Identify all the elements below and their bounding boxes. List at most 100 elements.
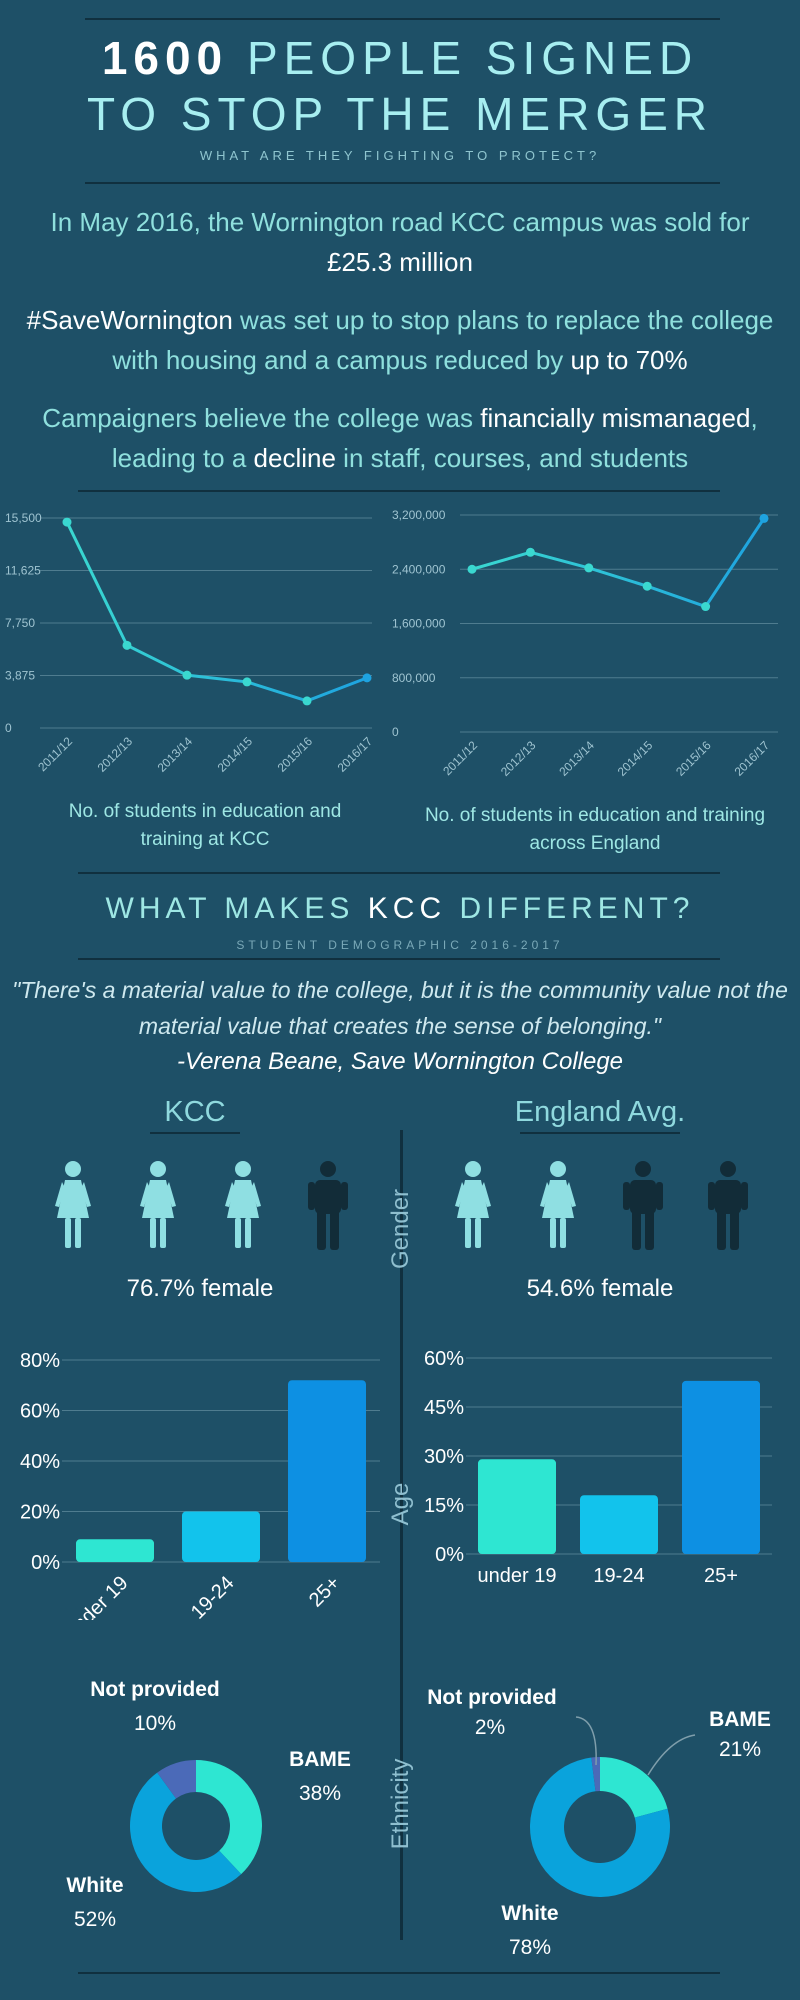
data-point	[242, 677, 252, 687]
y-tick-label: 1,600,000	[392, 617, 446, 631]
england-chart-caption: No. of students in education and trainin…	[424, 805, 766, 854]
title-line1: PEOPLE SIGNED	[246, 32, 699, 84]
x-tick-label: 2013/14	[556, 738, 597, 779]
y-tick-label: 30%	[424, 1446, 464, 1468]
y-tick-label: 80%	[20, 1350, 60, 1372]
section-heading: WHAT MAKES KCC DIFFERENT?	[0, 892, 800, 926]
mismanage-text-a: Campaigners believe the college was	[42, 403, 481, 433]
intro-bottom-rule	[78, 490, 720, 492]
x-tick-label: 2011/12	[35, 734, 75, 774]
column-header-kcc: KCC	[164, 1096, 226, 1128]
england-age-bar-chart: 60% 45% 30% 15% 0% under 19 19-24 25+	[424, 1348, 772, 1587]
x-tick-label: 2016/17	[732, 738, 773, 779]
title-line2: TO STOP THE MERGER	[86, 88, 714, 140]
charts-bottom-rule	[78, 872, 720, 874]
y-tick-label: 3,200,000	[392, 508, 446, 522]
top-rule	[85, 18, 720, 20]
data-point	[642, 581, 652, 591]
section-subheading: STUDENT DEMOGRAPHIC 2016-2017	[236, 938, 564, 952]
bar	[76, 1539, 154, 1562]
eng-donut-leader-lines	[575, 1716, 696, 1776]
kcc-pct-white: 52%	[73, 1908, 117, 1931]
intro-sale-amount: £25.3 million	[327, 247, 473, 277]
title-number: 1600	[101, 32, 229, 84]
mismanage-text-c: , leading to a	[111, 403, 758, 473]
x-tick-label: 2015/16	[673, 738, 714, 779]
decline-highlight: decline	[253, 443, 336, 473]
quote-text: "There's a material value to the college…	[12, 977, 788, 1039]
y-tick-label: 60%	[20, 1401, 60, 1423]
y-tick-label: 0%	[31, 1552, 60, 1574]
hashtag: #SaveWornington	[26, 305, 233, 335]
donut-slice	[591, 1757, 600, 1792]
y-tick-label: 7,750	[5, 616, 35, 630]
x-tick-label: 2011/12	[440, 738, 480, 778]
y-tick-label: 0	[392, 725, 399, 739]
section-heading-rule	[78, 958, 720, 960]
kcc-pct-bame: 38%	[298, 1782, 342, 1805]
page-title: 1600 PEOPLE SIGNED TO STOP THE MERGER	[0, 30, 800, 142]
eng-pct-white: 78%	[508, 1936, 552, 1959]
x-tick-label: 2016/17	[335, 734, 376, 775]
series-line	[471, 517, 766, 609]
x-tick-label: 19-24	[593, 1565, 644, 1587]
kcc-female-percent: 76.7% female	[126, 1275, 274, 1302]
england-female-percent: 54.6% female	[526, 1275, 674, 1302]
intro-campaign: #SaveWornington was set up to stop plans…	[20, 300, 780, 380]
intro-sale-text: In May 2016, the Wornington road KCC cam…	[50, 207, 750, 237]
y-tick-label: 15%	[424, 1495, 464, 1517]
kcc-header-underline	[150, 1132, 240, 1134]
england-ethnicity-donut	[530, 1757, 670, 1897]
x-tick-label: under 19	[478, 1565, 557, 1587]
bar	[478, 1459, 556, 1554]
x-tick-label: 2014/15	[615, 738, 656, 779]
england-gender-icons	[430, 1160, 770, 1260]
donut-slice	[196, 1760, 262, 1875]
england-header-underline	[520, 1132, 680, 1134]
heading-part-a: WHAT MAKES	[105, 892, 368, 925]
y-tick-label: 3,875	[5, 669, 35, 683]
bar	[682, 1380, 760, 1554]
heading-kcc: KCC	[367, 892, 447, 925]
bottom-rule	[78, 1972, 720, 1974]
y-tick-label: 0%	[435, 1544, 464, 1566]
kcc-students-line-chart: 15,500 11,625 7,750 3,875 0 2011/12 2012/13 201…	[5, 511, 376, 775]
heading-part-c: DIFFERENT?	[446, 892, 695, 925]
column-header-england: England Avg.	[514, 1096, 686, 1128]
data-point	[122, 640, 132, 650]
row-label-gender: Gender	[387, 1188, 414, 1269]
kcc-age-bar-chart: 80% 60% 40% 20% 0%under 19 19-24 25+	[20, 1350, 380, 1620]
page-subtitle: WHAT ARE THEY FIGHTING TO PROTECT?	[199, 148, 601, 163]
data-point	[584, 563, 594, 573]
data-point	[62, 517, 72, 527]
donut-slice	[157, 1760, 196, 1799]
campus-reduction: up to 70%	[570, 345, 688, 375]
female-person-icon	[224, 1161, 261, 1248]
data-point	[467, 564, 477, 574]
x-tick-label: under 19	[61, 1572, 132, 1620]
data-point	[525, 547, 535, 557]
data-point	[759, 513, 769, 523]
x-tick-label: 2013/14	[155, 734, 196, 775]
female-person-icon	[54, 1161, 91, 1248]
male-person-icon	[707, 1161, 748, 1250]
y-tick-label: 15,500	[5, 511, 42, 525]
eng-label-bame: BAME	[709, 1708, 771, 1731]
intro-campaign-text: was set up to stop plans to replace the …	[112, 305, 774, 375]
leader-notprovided	[575, 1716, 597, 1766]
quote-attribution: -Verena Beane, Save Wornington College	[176, 1048, 624, 1075]
female-person-icon	[139, 1161, 176, 1248]
bar	[288, 1380, 366, 1562]
male-person-icon	[307, 1161, 348, 1250]
kcc-label-bame: BAME	[289, 1748, 351, 1771]
column-divider	[400, 1130, 403, 1940]
female-person-icon	[454, 1161, 491, 1248]
kcc-gender-icons	[30, 1160, 370, 1260]
header-bottom-rule	[85, 182, 720, 184]
female-person-icon	[539, 1161, 576, 1248]
y-tick-label: 45%	[424, 1397, 464, 1419]
y-tick-label: 60%	[424, 1348, 464, 1370]
data-point	[302, 696, 312, 706]
leader-bame	[647, 1734, 696, 1776]
y-tick-label: 11,625	[5, 564, 41, 578]
